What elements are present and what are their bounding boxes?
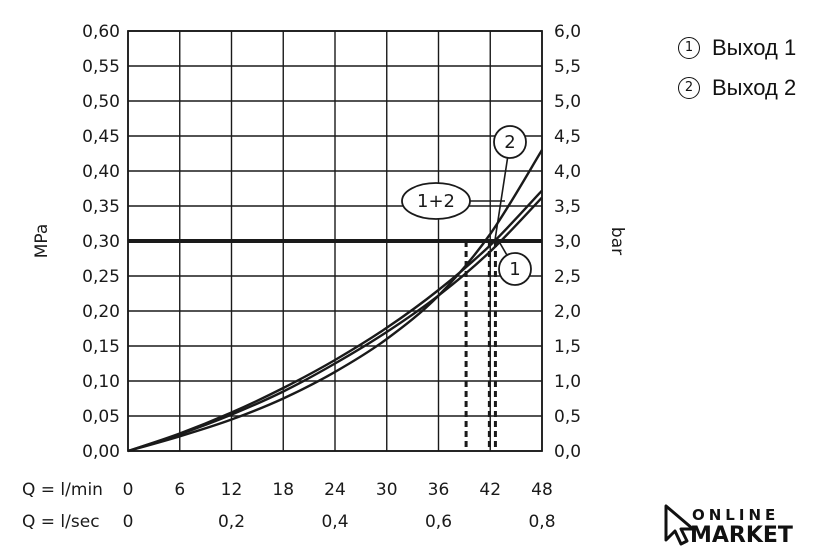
series-line-2 — [127, 149, 544, 453]
x-tick-lsec-1: 0,2 — [218, 512, 245, 532]
cursor-icon — [664, 504, 695, 546]
y-left-tick-0: 0,00 — [82, 442, 120, 462]
legend: 1 Выход 1 2 Выход 2 — [678, 28, 796, 108]
x-axis-label-lsec: Q = l/sec — [22, 512, 100, 532]
y-axis-left-label: MPa — [32, 224, 52, 259]
y-right-tick-11: 5,5 — [554, 57, 581, 77]
brand-line-2: MARKET — [690, 523, 793, 548]
y-left-tick-1: 0,05 — [82, 407, 120, 427]
legend-item-output-1: 1 Выход 1 — [678, 28, 796, 68]
y-left-tick-12: 0,60 — [82, 22, 120, 42]
x-tick-lmin-2: 12 — [221, 480, 243, 500]
x-tick-lmin-0: 0 — [123, 480, 134, 500]
callout-1-plus-2-ring — [401, 182, 471, 220]
callout-2-label: 2 — [504, 132, 515, 153]
y-axis-right-label: bar — [607, 227, 627, 255]
y-left-tick-10: 0,50 — [82, 92, 120, 112]
y-left-tick-9: 0,45 — [82, 127, 120, 147]
callout-1-plus-2-label: 1+2 — [417, 191, 455, 212]
y-left-tick-3: 0,15 — [82, 337, 120, 357]
brand-logo: ONLINE MARKET — [664, 504, 793, 548]
x-tick-lsec-3: 0,6 — [425, 512, 452, 532]
x-tick-lmin-7: 42 — [479, 480, 501, 500]
x-tick-lmin-5: 30 — [376, 480, 398, 500]
legend-label-1: Выход 1 — [712, 35, 797, 60]
x-axis-label-lmin: Q = l/min — [22, 480, 103, 500]
y-right-tick-10: 5,0 — [554, 92, 581, 112]
y-right-tick-0: 0,0 — [554, 442, 581, 462]
y-right-tick-1: 0,5 — [554, 407, 581, 427]
y-left-tick-11: 0,55 — [82, 57, 120, 77]
callout-1-ring — [498, 252, 532, 286]
x-tick-lsec-4: 0,8 — [528, 512, 555, 532]
legend-label-2: Выход 2 — [712, 75, 797, 100]
x-tick-lsec-0: 0 — [123, 512, 134, 532]
x-tick-lmin-6: 36 — [428, 480, 450, 500]
y-left-tick-7: 0,35 — [82, 197, 120, 217]
x-tick-lmin-1: 6 — [174, 480, 185, 500]
y-left-tick-4: 0,20 — [82, 302, 120, 322]
y-right-tick-12: 6,0 — [554, 22, 581, 42]
legend-marker-2: 2 — [678, 77, 700, 99]
legend-marker-1: 1 — [678, 37, 700, 59]
drop-lines-group — [464, 241, 497, 451]
brand-line-1: ONLINE — [692, 506, 779, 524]
axis-ticks: 0,000,050,100,150,200,250,300,350,400,45… — [82, 22, 581, 532]
y-right-tick-5: 2,5 — [554, 267, 581, 287]
series-line-3 — [127, 189, 543, 453]
y-left-tick-2: 0,10 — [82, 372, 120, 392]
y-right-tick-3: 1,5 — [554, 337, 581, 357]
y-left-tick-6: 0,30 — [82, 232, 120, 252]
x-tick-lmin-4: 24 — [324, 480, 346, 500]
y-right-tick-2: 1,0 — [554, 372, 581, 392]
y-right-tick-7: 3,5 — [554, 197, 581, 217]
callout-1-label: 1 — [509, 259, 520, 280]
y-right-tick-9: 4,5 — [554, 127, 581, 147]
series-callouts: 2 1+2 1 — [401, 125, 532, 286]
x-tick-lmin-3: 18 — [272, 480, 294, 500]
y-right-tick-8: 4,0 — [554, 162, 581, 182]
x-tick-lmin-8: 48 — [531, 480, 553, 500]
x-tick-lsec-2: 0,4 — [321, 512, 348, 532]
chart-grid — [127, 30, 543, 452]
y-left-tick-5: 0,25 — [82, 267, 120, 287]
y-right-tick-4: 2,0 — [554, 302, 581, 322]
y-right-tick-6: 3,0 — [554, 232, 581, 252]
callout-2-ring — [493, 125, 527, 159]
series-curves — [127, 149, 544, 453]
legend-item-output-2: 2 Выход 2 — [678, 68, 796, 108]
y-left-tick-8: 0,40 — [82, 162, 120, 182]
